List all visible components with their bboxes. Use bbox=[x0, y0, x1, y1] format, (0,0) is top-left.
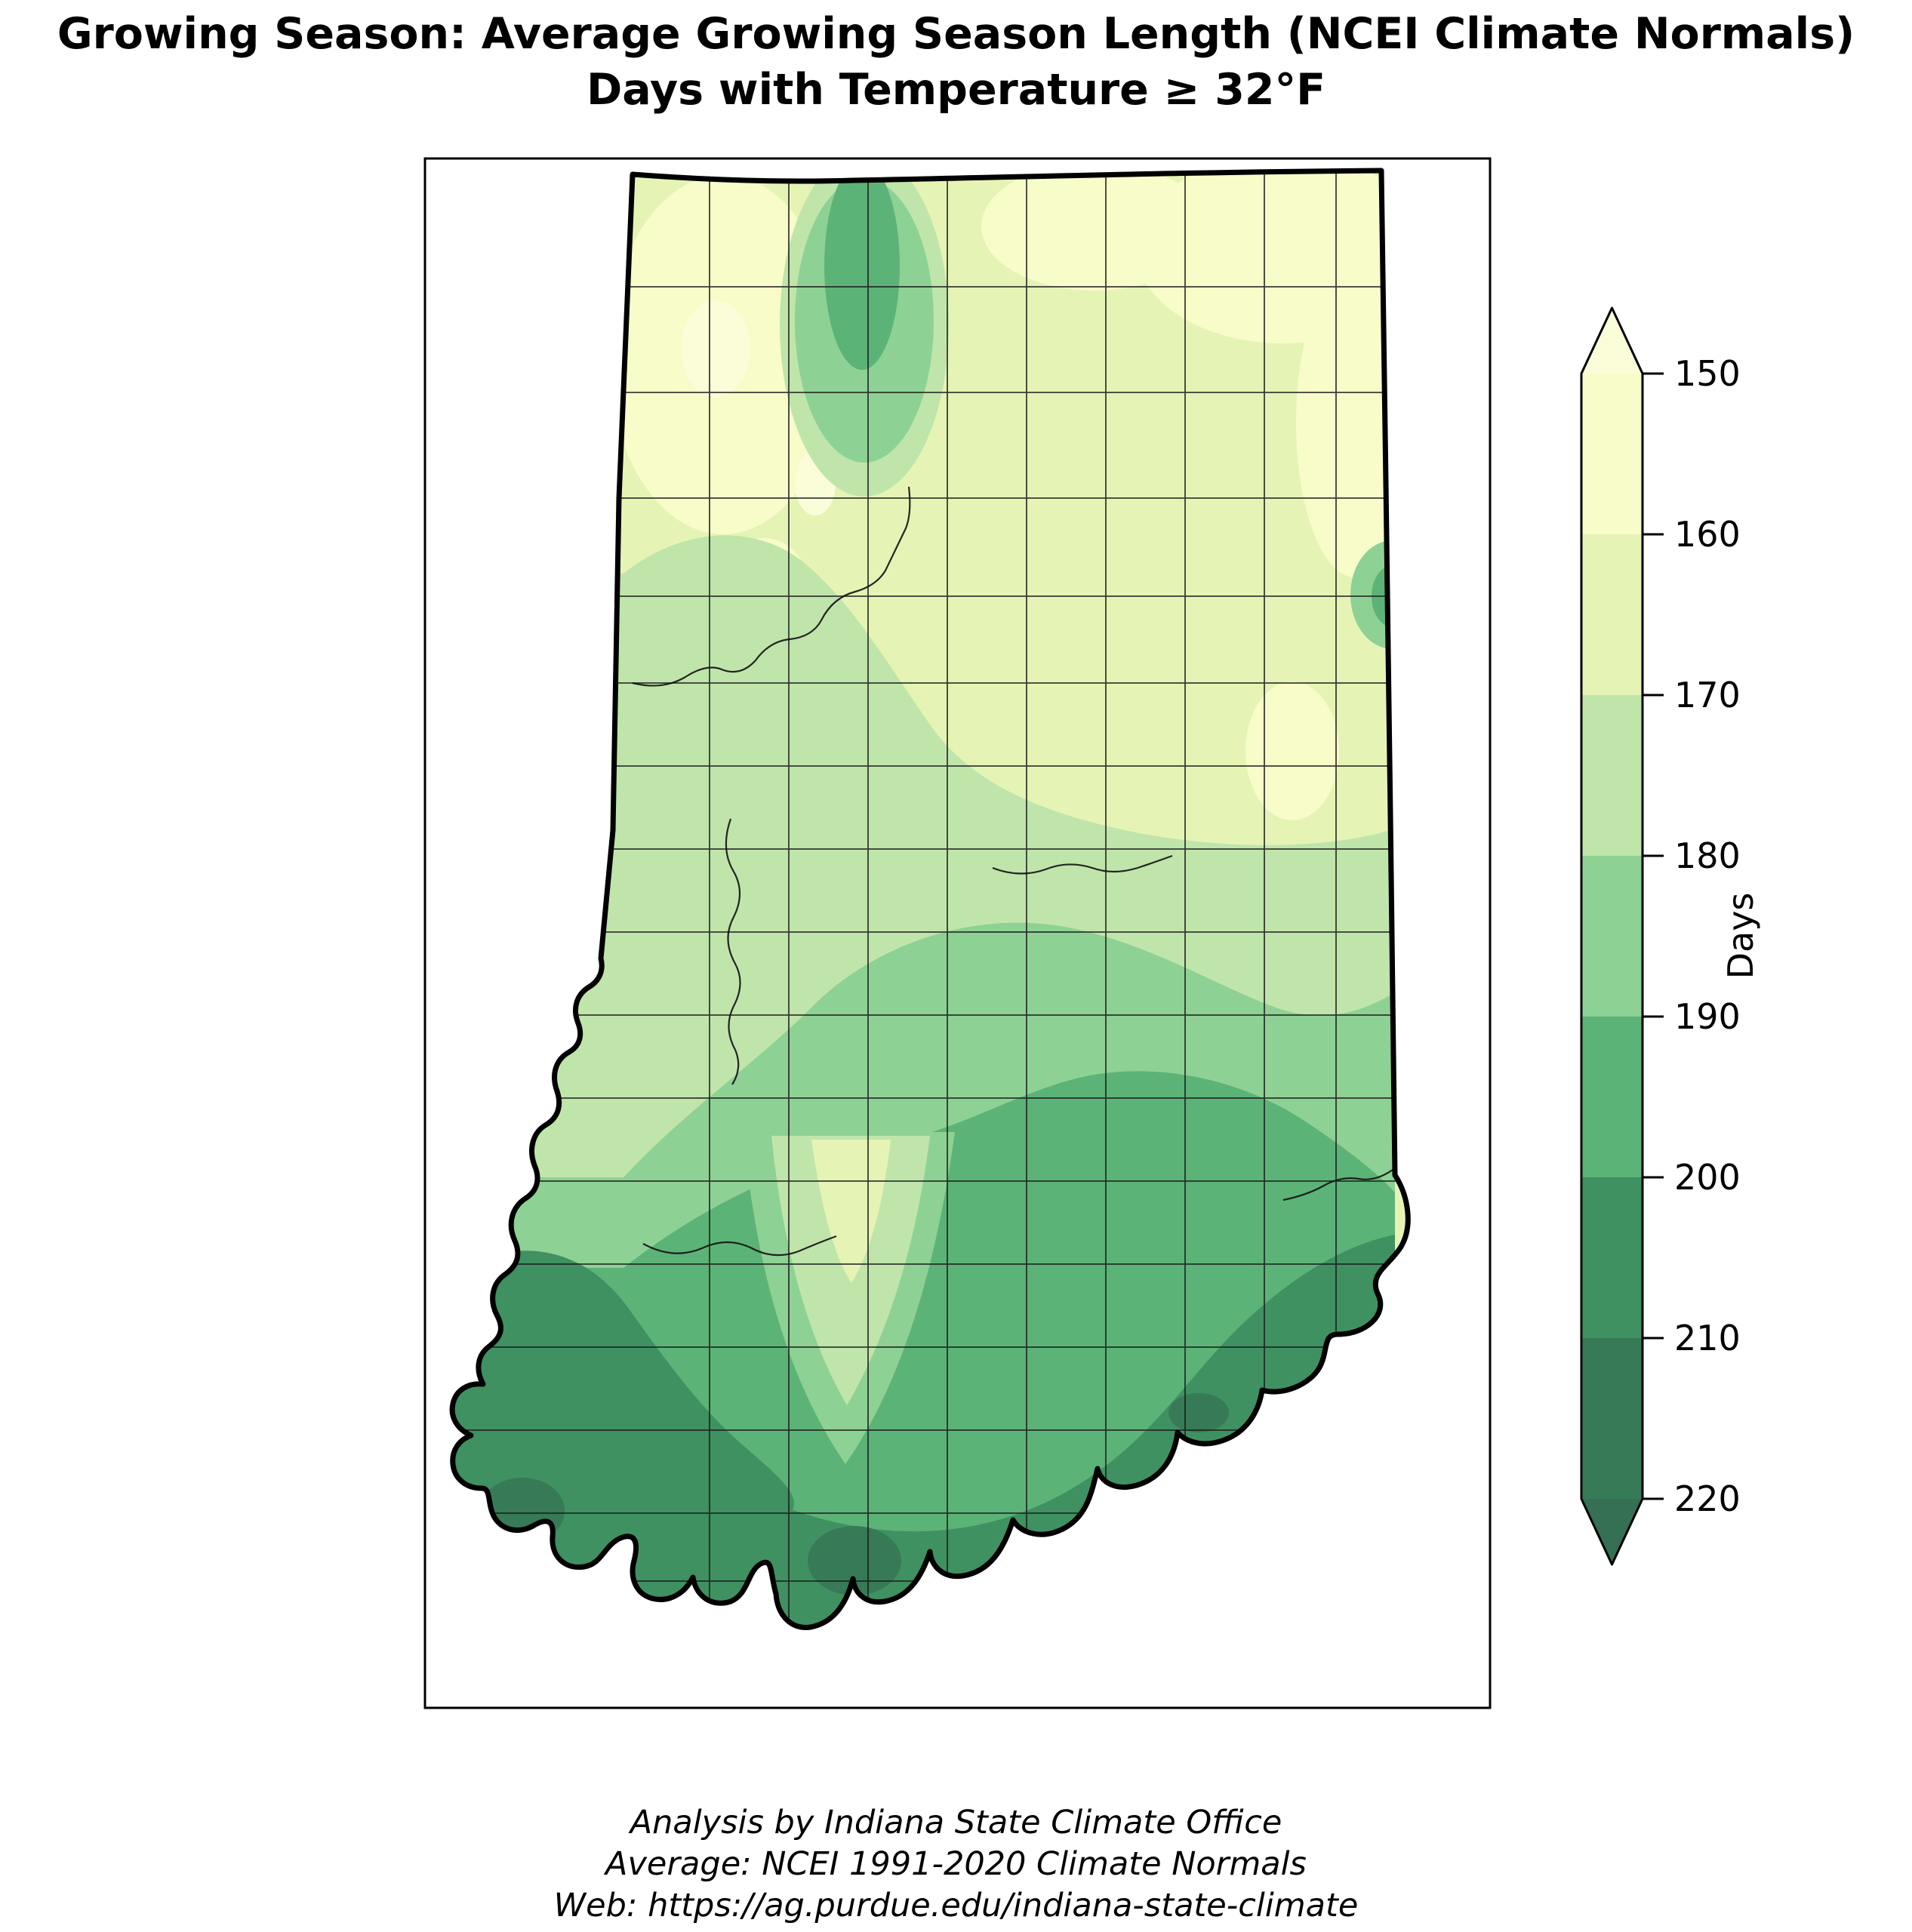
colorbar-ticks: 150 160 170 180 190 200 210 220 bbox=[1643, 353, 1741, 1519]
colorbar-segment bbox=[1581, 374, 1643, 534]
river-kankakee bbox=[632, 486, 911, 687]
footnote-analysis: Analysis by Indiana State Climate Office bbox=[630, 1804, 1282, 1841]
river-east-fork-white bbox=[642, 1235, 837, 1257]
title-line-2: Days with Temperature ≥ 32°F bbox=[586, 65, 1326, 115]
colorbar-tick-label: 150 bbox=[1674, 353, 1741, 394]
colorbar-tick-label: 170 bbox=[1674, 675, 1741, 715]
colorbar-over-arrow bbox=[1581, 1499, 1643, 1564]
river-tippecanoe bbox=[725, 818, 741, 1085]
footnote-average: Average: NCEI 1991-2020 Climate Normals bbox=[605, 1845, 1307, 1883]
title-line-1: Growing Season: Average Growing Season L… bbox=[57, 9, 1855, 59]
colorbar: 150 160 170 180 190 200 210 220 Days bbox=[1580, 306, 1761, 1566]
river-upper-wabash bbox=[992, 854, 1173, 875]
colorbar-tick-label: 200 bbox=[1674, 1157, 1741, 1198]
colorbar-segment bbox=[1581, 1017, 1643, 1177]
colorbar-segment bbox=[1581, 534, 1643, 695]
indiana-map-figure bbox=[423, 157, 1492, 1709]
colorbar-axis-label: Days bbox=[1720, 893, 1761, 980]
colorbar-tick-label: 180 bbox=[1674, 835, 1741, 876]
band-150-160-patches bbox=[608, 171, 1409, 820]
rivers bbox=[632, 486, 1393, 1257]
colorbar-segments bbox=[1581, 308, 1643, 1564]
footnote-web: Web: https://ag.purdue.edu/indiana-state… bbox=[553, 1887, 1359, 1924]
colorbar-segment bbox=[1581, 1177, 1643, 1338]
figure-title: Growing Season: Average Growing Season L… bbox=[0, 6, 1912, 118]
colorbar-tick-label: 190 bbox=[1674, 996, 1741, 1037]
colorbar-tick-label: 220 bbox=[1674, 1478, 1741, 1519]
colorbar-segment bbox=[1581, 695, 1643, 856]
cool-tongue bbox=[744, 1132, 955, 1464]
river-whitewater bbox=[1282, 1169, 1393, 1201]
colorbar-under-arrow bbox=[1581, 308, 1643, 374]
colorbar-tick-label: 210 bbox=[1674, 1318, 1741, 1358]
colorbar-segment bbox=[1581, 1338, 1643, 1499]
colorbar-segment bbox=[1581, 856, 1643, 1017]
indiana-state-outline bbox=[449, 168, 1411, 1630]
colorbar-tick-label: 160 bbox=[1674, 514, 1741, 555]
figure-footnotes: Analysis by Indiana State Climate Office… bbox=[0, 1802, 1912, 1927]
